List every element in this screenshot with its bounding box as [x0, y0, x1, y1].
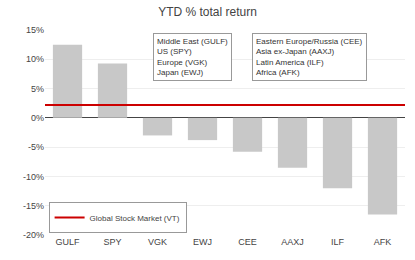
svg-text:CEE: CEE: [238, 237, 257, 247]
svg-text:SPY: SPY: [103, 237, 121, 247]
svg-text:0%: 0%: [31, 113, 44, 123]
svg-text:Middle East (GULF)US (SPY)Euro: Middle East (GULF)US (SPY)Europe (VGK)Ja…: [157, 37, 228, 77]
svg-text:5%: 5%: [31, 84, 44, 94]
svg-text:AFK: AFK: [374, 237, 392, 247]
svg-text:Eastern Europe/Russia (CEE)Asi: Eastern Europe/Russia (CEE)Asia ex-Japan…: [256, 37, 363, 77]
svg-text:-5%: -5%: [28, 142, 44, 152]
svg-text:AAXJ: AAXJ: [281, 237, 304, 247]
svg-text:ILF: ILF: [331, 237, 345, 247]
svg-text:-20%: -20%: [23, 230, 44, 240]
svg-text:YTD % total return: YTD % total return: [158, 5, 257, 19]
svg-text:10%: 10%: [26, 54, 44, 64]
svg-text:-15%: -15%: [23, 201, 44, 211]
svg-text:EWJ: EWJ: [193, 237, 212, 247]
svg-text:Global Stock Market (VT): Global Stock Market (VT): [90, 214, 180, 223]
svg-text:-10%: -10%: [23, 172, 44, 182]
svg-text:15%: 15%: [26, 25, 44, 35]
svg-text:GULF: GULF: [55, 237, 80, 247]
svg-text:VGK: VGK: [148, 237, 167, 247]
